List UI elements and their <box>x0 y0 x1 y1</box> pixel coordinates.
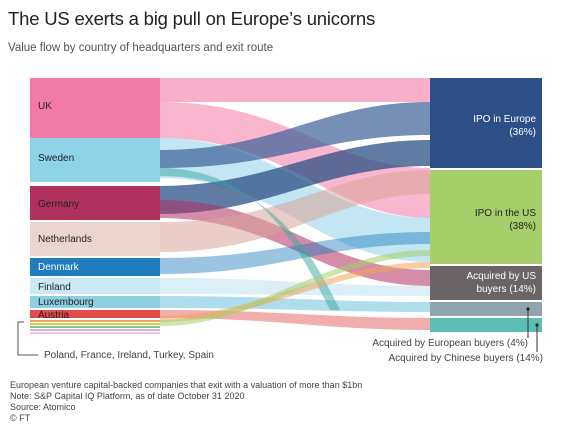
footnote-definition: European venture capital-backed companie… <box>10 380 363 390</box>
leader-dot-acq-cn <box>535 323 539 327</box>
target-node-ipo-europe <box>430 78 542 168</box>
target-node-acq-eu <box>430 302 542 316</box>
flows-group <box>160 78 430 330</box>
source-node-small-2 <box>30 323 160 325</box>
target-label-ipo-us: IPO in the US <box>475 208 536 219</box>
source-node-luxembourg <box>30 296 160 308</box>
flow-cross-green <box>160 250 430 326</box>
footnote-note: Note: S&P Capital IQ Platform, as of dat… <box>10 391 245 401</box>
source-node-small-3 <box>30 326 160 328</box>
source-node-small-1 <box>30 320 160 322</box>
footnote-source: Source: Atomico <box>10 402 76 412</box>
source-node-sweden <box>30 138 160 182</box>
target-labels: IPO in Europe (36%) IPO in the US (38%) … <box>467 114 537 295</box>
footnotes: European venture capital-backed companie… <box>10 380 362 424</box>
flow-luxembourg-acq-eu <box>160 296 430 312</box>
source-labels: UK Sweden Germany Netherlands Denmark Fi… <box>38 101 94 321</box>
source-node-austria <box>30 310 160 318</box>
source-node-denmark <box>30 258 160 276</box>
target-node-ipo-us <box>430 170 542 264</box>
source-label-sweden: Sweden <box>38 153 74 164</box>
target-pct-acq-us: buyers (14%) <box>477 284 536 295</box>
small-sources-label: Poland, France, Ireland, Turkey, Spain <box>44 350 214 361</box>
source-node-germany <box>30 186 160 220</box>
target-pct-ipo-europe: (36%) <box>509 127 536 138</box>
source-node-netherlands <box>30 222 160 256</box>
target-pct-ipo-us: (38%) <box>509 221 536 232</box>
source-node-small-5 <box>30 332 160 334</box>
source-label-luxembourg: Luxembourg <box>38 297 94 308</box>
source-label-finland: Finland <box>38 282 71 293</box>
target-node-acq-cn <box>430 318 542 332</box>
flow-denmark-ipo-us <box>160 232 430 274</box>
small-sources-bracket <box>17 321 38 356</box>
flow-uk-ipo-europe <box>160 78 430 102</box>
source-node-uk <box>30 78 160 138</box>
source-label-netherlands: Netherlands <box>38 234 92 245</box>
chart-subtitle: Value flow by country of headquarters an… <box>8 42 274 54</box>
target-label-ipo-europe: IPO in Europe <box>473 114 536 125</box>
target-nodes <box>430 78 542 332</box>
source-label-denmark: Denmark <box>38 262 80 273</box>
leader-dot-acq-eu <box>526 307 530 311</box>
target-node-acq-us <box>430 266 542 300</box>
source-label-germany: Germany <box>38 199 79 210</box>
target-label-acq-eu: Acquired by European buyers (4%) <box>372 338 528 349</box>
target-label-acq-us: Acquired by US <box>467 271 537 282</box>
chart-title: The US exerts a big pull on Europe’s uni… <box>8 8 376 29</box>
source-nodes <box>30 78 160 334</box>
flow-netherlands-ipo-us <box>160 170 430 252</box>
source-node-finland <box>30 278 160 294</box>
flow-sweden-ipo-europe <box>160 102 430 168</box>
source-label-austria: Austria <box>38 310 70 321</box>
flow-cross-orange <box>160 262 430 322</box>
target-label-acq-cn: Acquired by Chinese buyers (14%) <box>388 353 543 364</box>
footnote-copyright: © FT <box>10 413 31 423</box>
flow-germany-ipo-europe <box>160 140 430 214</box>
source-node-small-4 <box>30 329 160 331</box>
source-label-uk: UK <box>38 101 52 112</box>
